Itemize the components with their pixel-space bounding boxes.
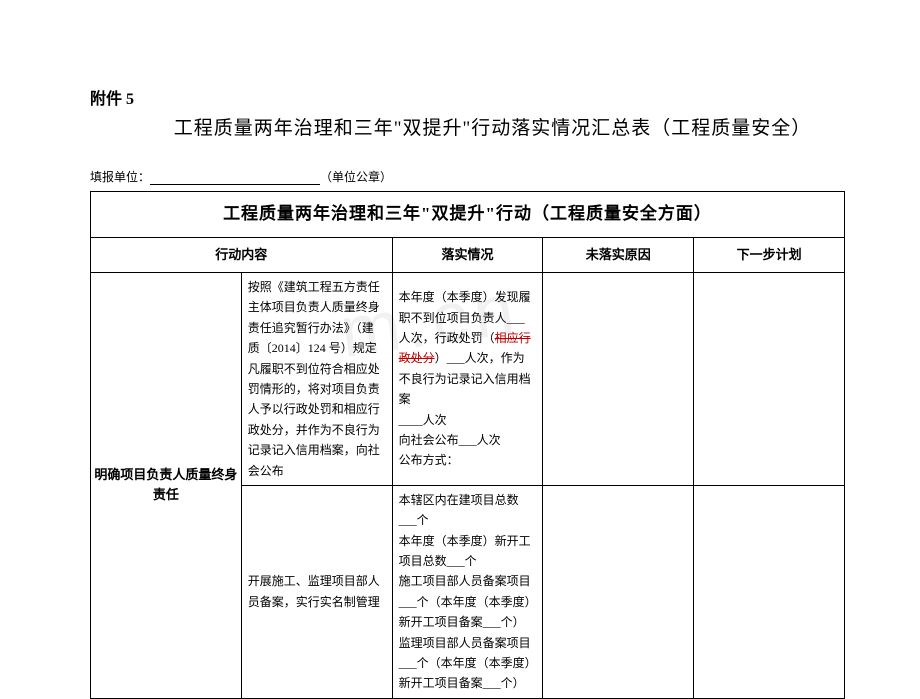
filler-prefix: 填报单位： — [90, 170, 150, 184]
filler-blank — [150, 171, 320, 185]
document-body: 附件 5 工程质量两年治理和三年"双提升"行动落实情况汇总表（工程质量安全） 填… — [90, 85, 845, 699]
row1-plan — [694, 272, 845, 485]
row2-status-l2: 本年度（本季度）新开工项目总数___个 — [399, 534, 531, 568]
row2-action: 开展施工、监理项目部人员备案，实行实名制管理 — [241, 485, 392, 698]
header-plan: 下一步计划 — [694, 237, 845, 272]
summary-table: 工程质量两年治理和三年"双提升"行动（工程质量安全方面） 行动内容 落实情况 未… — [90, 191, 845, 699]
row2-status-l1: 本辖区内在建项目总数___个 — [399, 493, 519, 527]
row1-status-l3: 向社会公布___人次 — [399, 433, 501, 447]
header-status: 落实情况 — [392, 237, 543, 272]
row1-status-l2: ____人次 — [399, 413, 447, 427]
main-title: 工程质量两年治理和三年"双提升"行动落实情况汇总表（工程质量安全） — [140, 113, 845, 140]
side-label: 明确项目负责人质量终身责任 — [91, 272, 242, 698]
row1-reason — [543, 272, 694, 485]
row2-reason — [543, 485, 694, 698]
row1-action: 按照《建筑工程五方责任主体项目负责人质量终身责任追究暂行办法》（建质〔2014〕… — [241, 272, 392, 485]
attachment-label: 附件 5 — [90, 85, 845, 109]
row2-status-l4: 监理项目部人员备案项目___个（本年度（本季度）新开工项目备案___个） — [399, 636, 531, 691]
table-row: 明确项目负责人质量终身责任 按照《建筑工程五方责任主体项目负责人质量终身责任追究… — [91, 272, 845, 485]
header-reason: 未落实原因 — [543, 237, 694, 272]
row1-status: 本年度（本季度）发现履职不到位项目负责人___人次，行政处罚（相应行政处分）__… — [392, 272, 543, 485]
table-title-cell: 工程质量两年治理和三年"双提升"行动（工程质量安全方面） — [91, 192, 845, 238]
table-header-row: 行动内容 落实情况 未落实原因 下一步计划 — [91, 237, 845, 272]
table-title-row: 工程质量两年治理和三年"双提升"行动（工程质量安全方面） — [91, 192, 845, 238]
header-action: 行动内容 — [91, 237, 393, 272]
row2-status-l3: 施工项目部人员备案项目___个（本年度（本季度）新开工项目备案___个） — [399, 574, 531, 629]
filler-line: 填报单位： （单位公章） — [90, 168, 845, 185]
filler-suffix: （单位公章） — [320, 170, 392, 184]
row2-status: 本辖区内在建项目总数___个 本年度（本季度）新开工项目总数___个 施工项目部… — [392, 485, 543, 698]
row1-status-l4: 公布方式： — [399, 453, 459, 467]
row2-plan — [694, 485, 845, 698]
